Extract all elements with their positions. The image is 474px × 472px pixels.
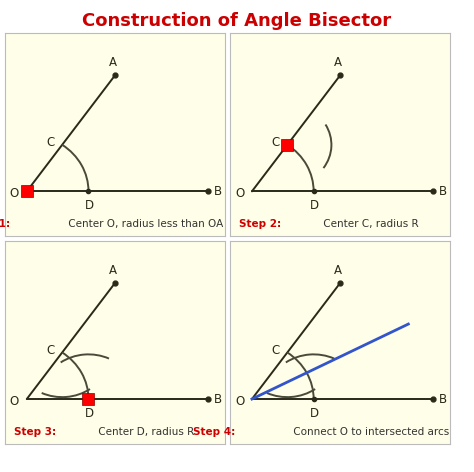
Text: Center O, radius less than OA: Center O, radius less than OA [65,219,223,229]
Text: A: A [109,263,117,277]
Text: Connect O to intersected arcs: Connect O to intersected arcs [290,427,449,437]
Text: B: B [214,185,222,198]
Text: Step 4:: Step 4: [193,427,236,437]
Text: B: B [439,185,447,198]
Text: Step 1:: Step 1: [0,219,10,229]
Text: Step 3:: Step 3: [14,427,56,437]
Text: D: D [85,200,94,212]
Text: O: O [10,187,19,200]
Text: A: A [334,263,342,277]
Text: C: C [271,344,280,357]
Text: D: D [85,407,94,420]
Text: O: O [235,187,244,200]
Text: B: B [214,393,222,405]
Text: C: C [46,136,55,149]
Text: O: O [235,395,244,407]
Text: C: C [271,136,280,149]
Text: A: A [334,56,342,69]
Text: D: D [310,407,319,420]
Text: Center C, radius R: Center C, radius R [320,219,419,229]
Text: Step 2:: Step 2: [239,219,282,229]
Text: O: O [10,395,19,407]
Text: Construction of Angle Bisector: Construction of Angle Bisector [82,12,392,30]
Text: A: A [109,56,117,69]
Text: D: D [310,200,319,212]
Text: B: B [439,393,447,405]
Text: C: C [46,344,55,357]
Text: Center D, radius R: Center D, radius R [95,427,194,437]
